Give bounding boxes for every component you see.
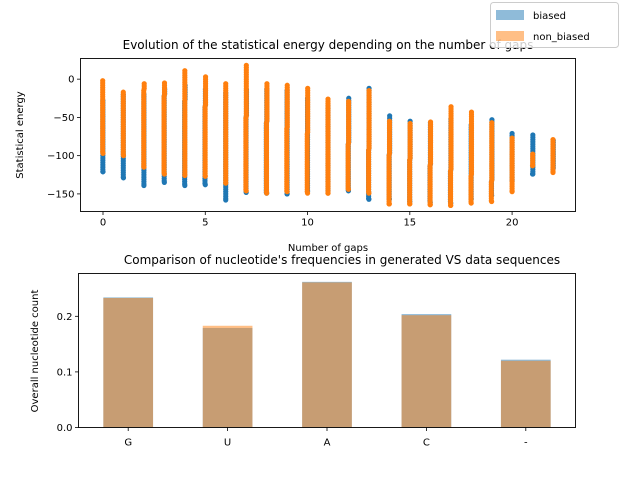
scatter-point bbox=[448, 202, 454, 208]
scatter-y-ticks: 0 −50 −100 −150 bbox=[47, 75, 81, 200]
scatter-point bbox=[243, 188, 249, 194]
scatter-y-tick-label: 0 bbox=[68, 75, 74, 86]
bar-plot-area bbox=[103, 281, 551, 428]
bar-title: Comparison of nucleotide's frequencies i… bbox=[124, 253, 560, 267]
scatter-point bbox=[100, 150, 106, 156]
scatter-point bbox=[366, 190, 372, 196]
scatter-point bbox=[202, 182, 208, 188]
scatter-point bbox=[345, 186, 352, 192]
scatter-point bbox=[141, 164, 147, 170]
scatter-point bbox=[366, 196, 372, 202]
legend-label-biased: biased bbox=[533, 11, 566, 22]
scatter-y-tick-label: −50 bbox=[53, 113, 74, 124]
bar bbox=[103, 297, 154, 428]
scatter-point bbox=[529, 163, 536, 169]
scatter-point bbox=[509, 189, 515, 195]
bar-y-ticks: 0.0 0.1 0.2 bbox=[57, 312, 79, 434]
bar-x-tick-label: A bbox=[324, 438, 331, 449]
scatter-point bbox=[223, 180, 229, 186]
scatter-point bbox=[120, 153, 127, 159]
scatter-point bbox=[264, 190, 270, 196]
scatter-point bbox=[202, 173, 208, 179]
bar bbox=[401, 315, 452, 428]
bar-y-tick-label: 0.2 bbox=[57, 312, 73, 323]
scatter-point bbox=[120, 175, 127, 181]
bar bbox=[302, 282, 352, 428]
scatter-point bbox=[529, 171, 536, 177]
legend-swatch-non-biased bbox=[496, 31, 524, 41]
scatter-point bbox=[386, 201, 392, 207]
scatter-point bbox=[182, 172, 188, 179]
scatter-y-tick-label: −150 bbox=[47, 189, 74, 200]
scatter-point bbox=[325, 190, 331, 196]
scatter-series-non-biased bbox=[100, 62, 556, 208]
scatter-point bbox=[161, 179, 167, 186]
scatter-point bbox=[182, 182, 188, 189]
scatter-point bbox=[100, 169, 106, 175]
scatter-point bbox=[284, 189, 290, 195]
legend-swatch-biased bbox=[496, 10, 524, 20]
scatter-x-label: Number of gaps bbox=[288, 243, 368, 254]
scatter-point bbox=[550, 169, 556, 176]
scatter-x-tick-label: 20 bbox=[506, 218, 519, 229]
bar-x-tick-label: G bbox=[124, 438, 132, 449]
scatter-y-tick-label: −100 bbox=[47, 151, 74, 162]
bar bbox=[500, 360, 551, 428]
bar-y-tick-label: 0.1 bbox=[57, 367, 73, 378]
bar-x-tick-label: - bbox=[524, 438, 528, 449]
scatter-x-tick-label: 5 bbox=[202, 218, 208, 229]
bar-x-tick-label: C bbox=[423, 438, 430, 449]
scatter-x-tick-label: 0 bbox=[100, 218, 106, 229]
scatter-plot-area bbox=[100, 62, 556, 208]
scatter-point bbox=[489, 198, 495, 205]
scatter-x-tick-label: 15 bbox=[403, 218, 416, 229]
bar-y-tick-label: 0.0 bbox=[57, 423, 73, 434]
bar-y-label: Overall nucleotide count bbox=[30, 290, 41, 413]
bar-x-tick-label: U bbox=[224, 438, 231, 449]
scatter-point bbox=[161, 171, 167, 177]
legend: biased non_biased bbox=[490, 2, 619, 48]
scatter-point bbox=[468, 200, 474, 206]
scatter-point bbox=[304, 190, 311, 196]
scatter-point bbox=[223, 197, 229, 203]
scatter-chart: Evolution of the statistical energy depe… bbox=[15, 38, 576, 254]
scatter-x-ticks: 0 5 10 15 20 bbox=[100, 211, 519, 229]
scatter-axes-frame bbox=[80, 58, 576, 212]
bar-series-non-biased bbox=[103, 282, 551, 428]
scatter-point bbox=[427, 202, 433, 208]
scatter-x-tick-label: 10 bbox=[301, 218, 314, 229]
scatter-y-label: Statistical energy bbox=[15, 91, 26, 179]
scatter-point bbox=[141, 182, 147, 189]
scatter-title: Evolution of the statistical energy depe… bbox=[123, 38, 534, 52]
bar-chart: Comparison of nucleotide's frequencies i… bbox=[30, 253, 576, 449]
bar bbox=[202, 325, 253, 428]
scatter-point bbox=[407, 201, 413, 207]
legend-label-non-biased: non_biased bbox=[533, 32, 590, 43]
